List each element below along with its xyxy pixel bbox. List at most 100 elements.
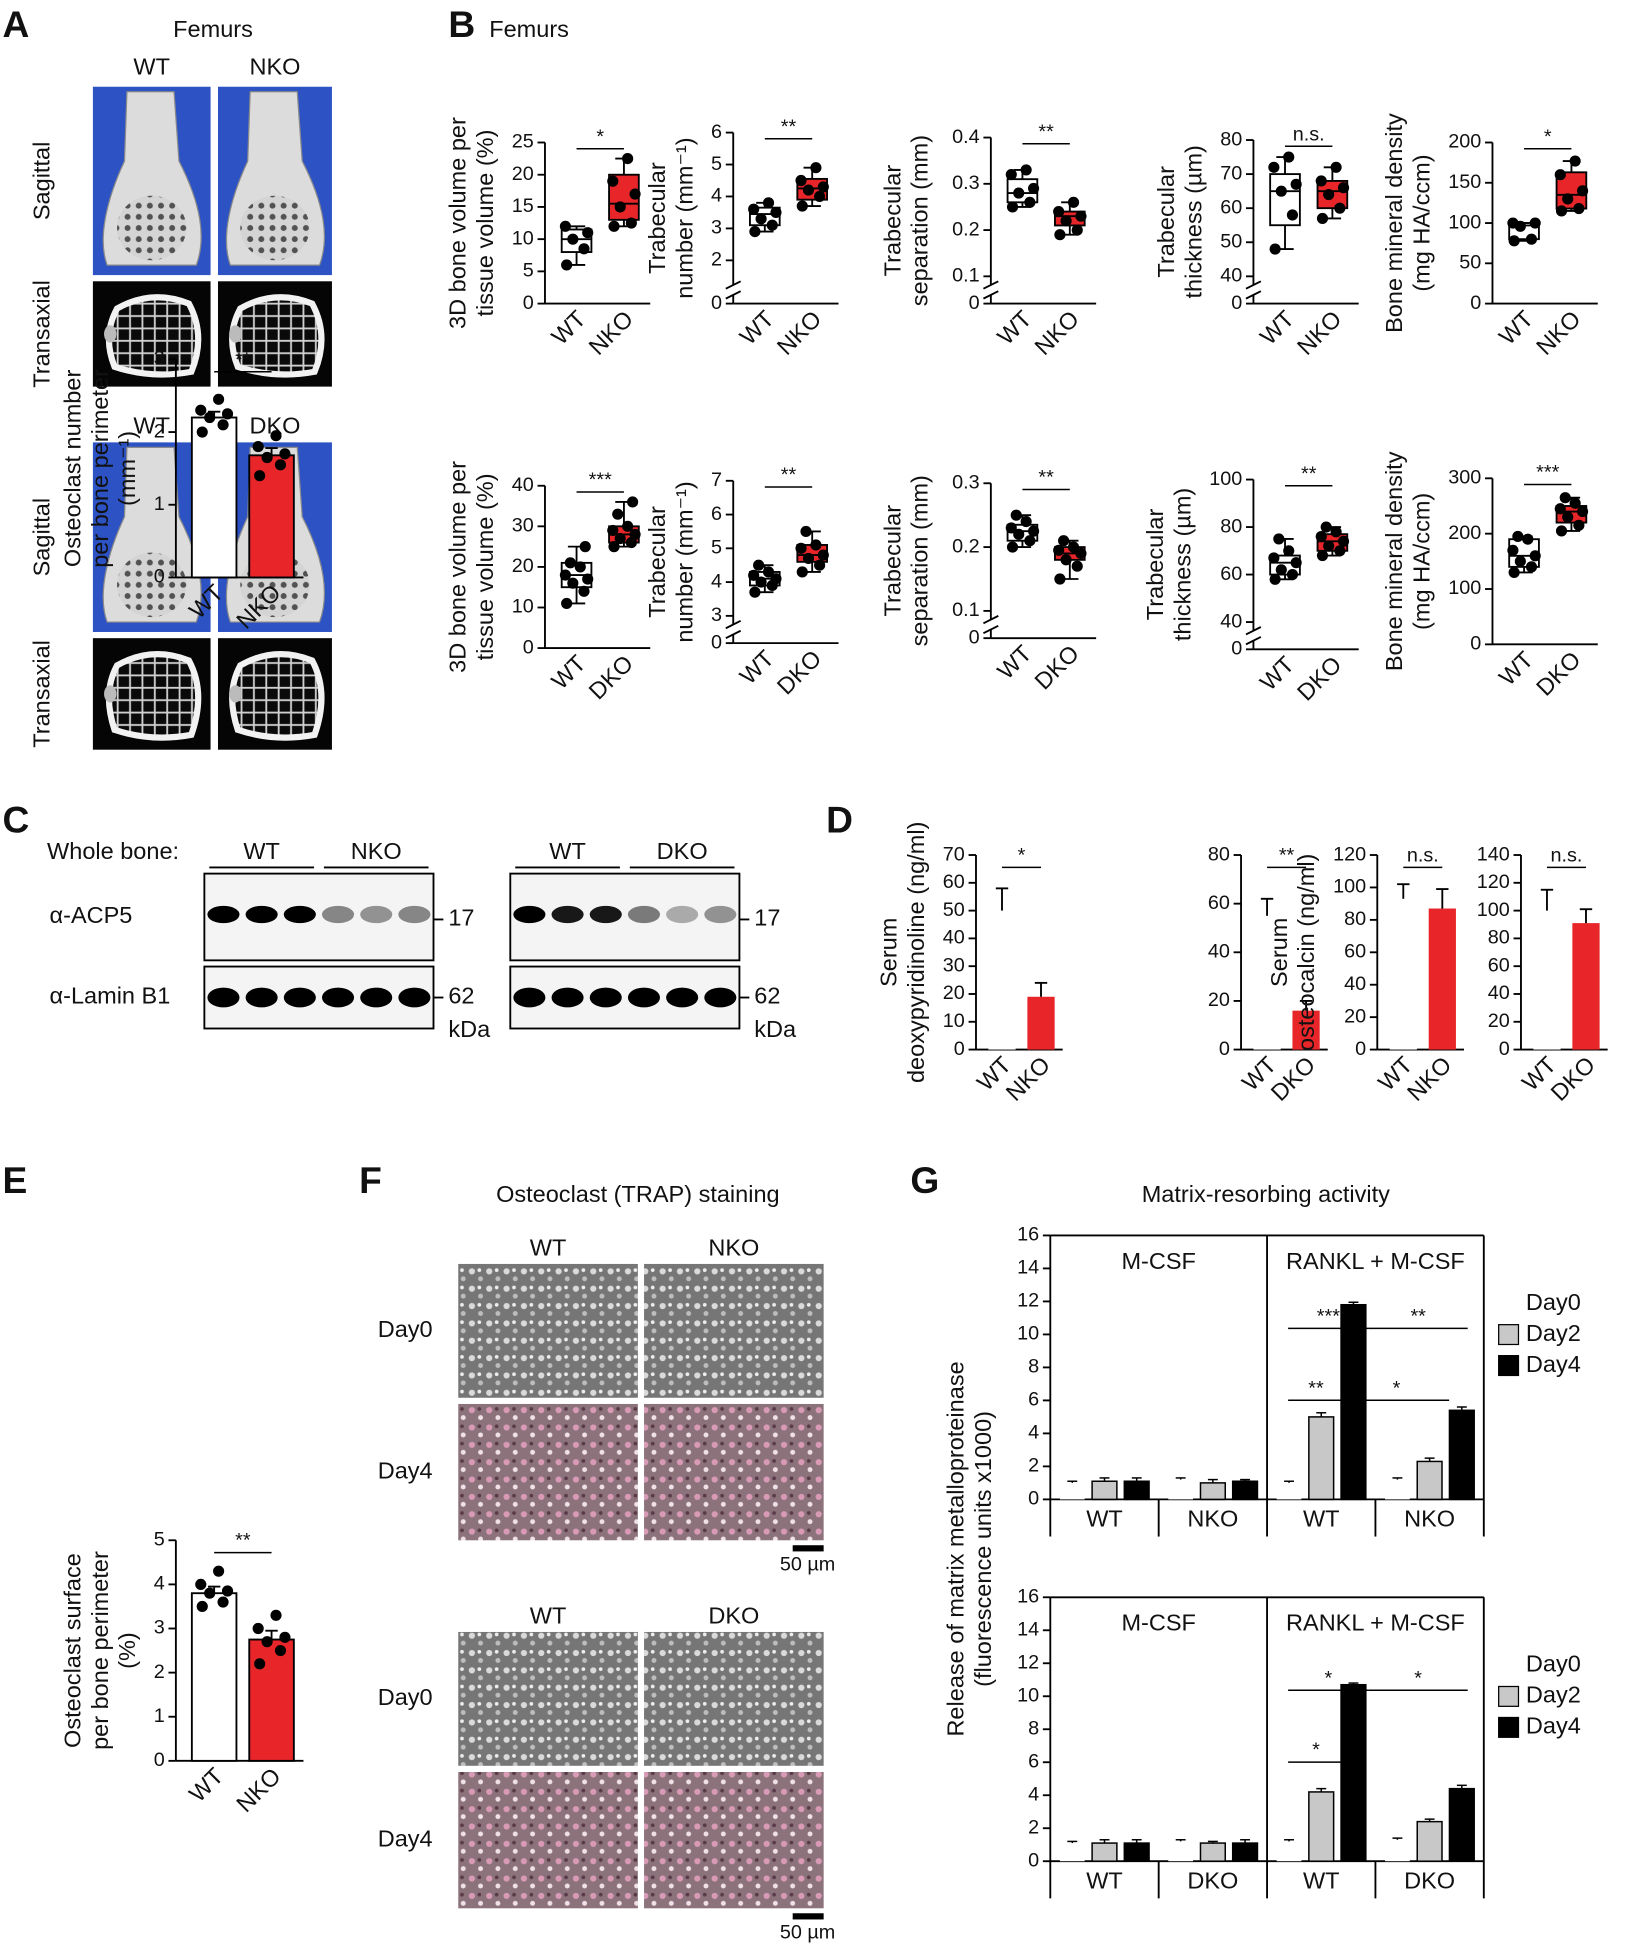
- data-point: [1268, 161, 1280, 173]
- data-point: [1525, 561, 1538, 573]
- micrograph: [644, 1403, 824, 1541]
- blot-band: [321, 987, 355, 1008]
- row-label: Transaxial: [29, 640, 55, 748]
- y-tick-label: 2: [154, 1661, 165, 1683]
- panel-title: Osteoclast (TRAP) staining: [496, 1181, 780, 1207]
- significance-label: ***: [1317, 1305, 1340, 1327]
- data-point: [1290, 557, 1302, 569]
- row-label: Day4: [378, 1457, 433, 1483]
- data-point: [1286, 568, 1299, 581]
- bar: [1428, 908, 1456, 1050]
- y-tick-label: 120: [1477, 871, 1510, 893]
- bar: [1231, 1480, 1259, 1501]
- data-point: [1020, 515, 1032, 528]
- axis-break: [1245, 280, 1262, 290]
- bar: [248, 1638, 295, 1762]
- y-tick-label: 6: [711, 121, 722, 143]
- data-point: [1060, 215, 1072, 227]
- x-tick-label: NKO: [1531, 306, 1585, 360]
- data-point: [762, 566, 775, 578]
- data-point: [1316, 549, 1329, 562]
- blot-band: [398, 905, 431, 924]
- blot-band: [704, 987, 737, 1008]
- bar: [190, 1592, 238, 1762]
- bar: [1448, 1409, 1475, 1501]
- blot-band: [360, 905, 393, 924]
- data-point: [254, 1658, 266, 1670]
- bar: [1091, 1480, 1118, 1501]
- y-axis-label: (fluorescence units x1000): [970, 1411, 996, 1687]
- data-point: [1522, 533, 1534, 545]
- column-label: WT: [133, 413, 170, 439]
- data-point: [1577, 505, 1589, 518]
- y-tick-label: 200: [1448, 522, 1481, 544]
- data-point: [762, 197, 775, 209]
- data-point: [217, 419, 229, 431]
- y-tick-label: 40: [1488, 982, 1510, 1004]
- y-tick-label: 0: [711, 631, 722, 653]
- row-label: Day0: [378, 1684, 433, 1710]
- group-label: RANKL + M-CSF: [1286, 1610, 1465, 1636]
- data-point: [814, 559, 826, 571]
- panel-letter: F: [359, 1159, 382, 1201]
- group-label: M-CSF: [1121, 1248, 1195, 1274]
- data-point: [748, 203, 760, 215]
- data-point: [629, 528, 641, 541]
- significance-label: n.s.: [1551, 844, 1583, 866]
- y-tick-label: 0: [1355, 1038, 1366, 1060]
- y-tick-label: 100: [1333, 876, 1366, 898]
- significance-label: *: [1325, 1667, 1333, 1689]
- y-tick-label: 30: [512, 515, 534, 537]
- y-tick-label: 0: [1028, 1849, 1039, 1871]
- bar: [1059, 1843, 1085, 1862]
- row-label: Transaxial: [29, 280, 55, 388]
- data-point: [755, 576, 767, 588]
- y-tick-label: 6: [1028, 1750, 1039, 1772]
- bar: [1123, 1842, 1150, 1862]
- data-point: [1067, 196, 1080, 208]
- unit-label: kDa: [754, 1016, 797, 1042]
- data-point: [1529, 217, 1541, 229]
- data-point: [1006, 201, 1019, 213]
- data-point: [213, 1565, 225, 1577]
- panel-letter: B: [448, 3, 475, 45]
- y-axis-label: Trabecular: [1142, 508, 1168, 620]
- column-label: NKO: [249, 53, 300, 79]
- bar: [1416, 1460, 1443, 1501]
- bone-section: [105, 294, 202, 378]
- y-tick-label: 16: [1017, 1224, 1039, 1246]
- y-tick-label: 40: [943, 927, 965, 949]
- y-tick-label: 0: [1028, 1488, 1039, 1510]
- axis-break: [725, 280, 742, 290]
- y-tick-label: 100: [1448, 577, 1481, 599]
- y-tick-label: 1: [154, 493, 165, 515]
- data-point: [1330, 161, 1342, 173]
- data-point: [770, 206, 782, 219]
- data-point: [579, 541, 591, 553]
- x-tick-label: DKO: [1187, 1867, 1238, 1893]
- data-point: [1275, 185, 1287, 197]
- y-axis-label: Bone mineral density: [1381, 451, 1407, 671]
- bar: [1572, 923, 1600, 1050]
- data-point: [279, 1631, 291, 1643]
- data-point: [1268, 552, 1280, 564]
- y-tick-label: 3: [154, 1617, 165, 1639]
- y-axis-label: Trabecular: [1153, 166, 1179, 278]
- blot-band: [207, 905, 240, 924]
- y-axis-label: (mm⁻¹): [114, 431, 140, 506]
- data-point: [1559, 492, 1571, 504]
- data-point: [1316, 212, 1329, 224]
- bone-section: [229, 651, 325, 741]
- antibody-label: α-ACP5: [50, 902, 133, 928]
- data-point: [559, 220, 571, 232]
- y-tick-label: 70: [1220, 162, 1242, 184]
- data-point: [1053, 205, 1065, 218]
- panel-letter: C: [2, 799, 29, 841]
- data-point: [1275, 564, 1287, 576]
- blot-frame: [203, 872, 435, 962]
- y-tick-label: 0: [954, 1038, 965, 1060]
- significance-label: ***: [589, 469, 612, 491]
- blot-band: [283, 905, 316, 924]
- y-axis-label: Osteoclast surface: [60, 1553, 86, 1748]
